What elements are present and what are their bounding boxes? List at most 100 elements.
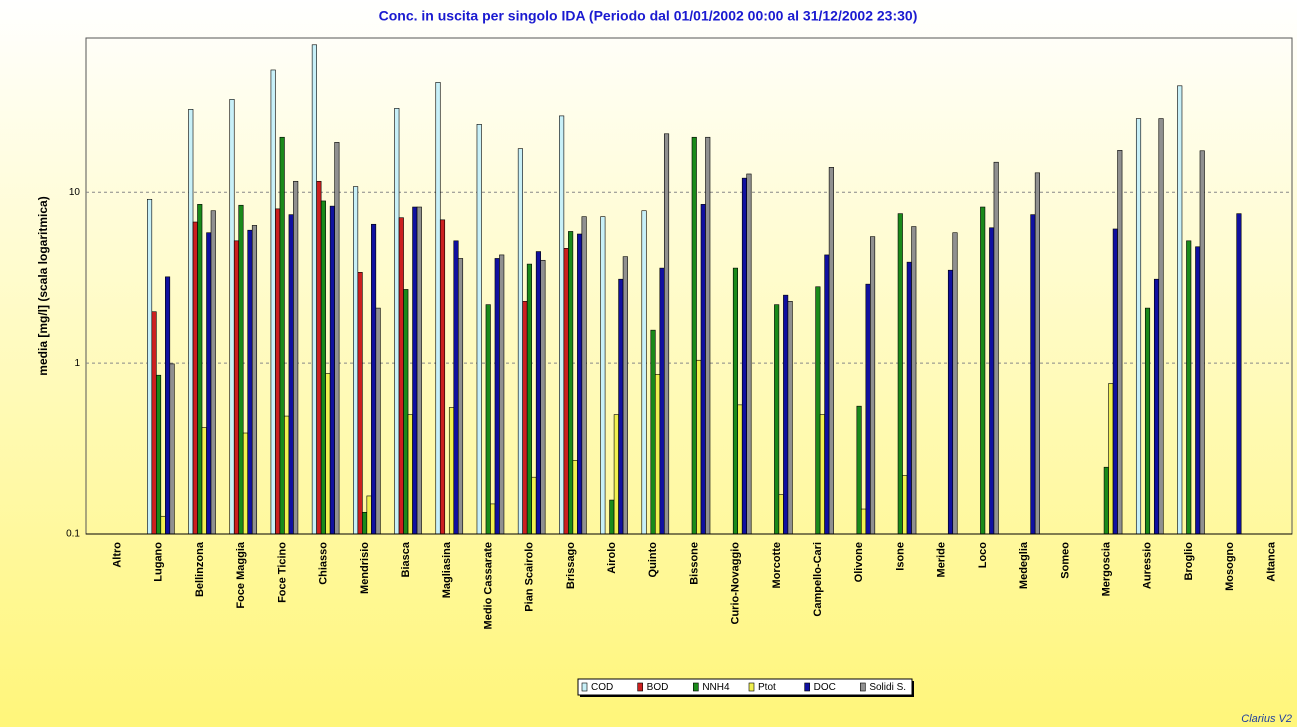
- bar: [311, 44, 317, 535]
- bar: [439, 219, 446, 535]
- x-tick-label: Medio Cassarate: [482, 542, 494, 629]
- bar: [1153, 278, 1160, 535]
- bar: [316, 180, 322, 535]
- y-tick-label: 0.1: [66, 529, 80, 540]
- legend-swatch: [748, 682, 755, 692]
- x-tick-label: Morcotte: [771, 542, 783, 588]
- legend-label: Solidi S.: [869, 682, 906, 693]
- bar: [407, 414, 413, 535]
- bar: [293, 180, 299, 535]
- bar: [618, 278, 624, 535]
- bar: [334, 142, 340, 535]
- bar: [861, 508, 867, 535]
- bar: [778, 494, 784, 535]
- bar: [476, 124, 482, 535]
- legend-label: BOD: [647, 682, 669, 693]
- legend-swatch: [581, 682, 588, 692]
- bar: [1108, 383, 1114, 535]
- legend-swatch: [693, 682, 699, 692]
- x-tick-label: Foce Ticino: [276, 542, 288, 603]
- x-tick-label: Bissone: [688, 542, 700, 585]
- y-tick-label: 1: [74, 358, 80, 369]
- bar: [609, 499, 615, 535]
- bar: [490, 503, 496, 535]
- bar: [1186, 240, 1192, 535]
- bar: [375, 307, 381, 535]
- bar: [774, 304, 780, 535]
- x-tick-label: Auressio: [1142, 542, 1154, 589]
- bar: [251, 225, 258, 535]
- bar: [906, 261, 912, 535]
- x-tick-label: Brissago: [565, 542, 577, 589]
- x-tick-label: Pian Scairolo: [524, 542, 536, 612]
- bar: [494, 258, 500, 535]
- bar: [242, 432, 249, 535]
- bar: [865, 283, 871, 535]
- bar: [902, 475, 908, 535]
- bar: [568, 231, 574, 535]
- bar: [622, 256, 628, 535]
- bar: [206, 232, 212, 535]
- x-tick-label: Mosogno: [1224, 542, 1236, 591]
- bar: [572, 460, 578, 535]
- bar: [1236, 213, 1242, 535]
- bar: [980, 206, 986, 535]
- bar: [229, 99, 235, 535]
- bar: [650, 329, 656, 535]
- bar: [169, 363, 175, 535]
- bar: [275, 208, 281, 535]
- bar: [517, 148, 523, 535]
- bar: [600, 216, 606, 535]
- bar: [654, 374, 661, 535]
- bar: [952, 232, 958, 535]
- bar: [897, 213, 903, 535]
- bar: [563, 248, 569, 535]
- bar: [1177, 85, 1183, 535]
- bar: [320, 200, 326, 535]
- bar: [783, 294, 789, 535]
- bar: [412, 206, 418, 535]
- bar: [819, 414, 825, 535]
- bar: [1034, 172, 1040, 535]
- legend-swatch: [860, 682, 866, 692]
- bar: [947, 269, 954, 535]
- x-tick-label: Medeglia: [1018, 541, 1030, 589]
- bar: [1117, 150, 1123, 535]
- legend-label: NNH4: [702, 682, 730, 693]
- bar: [151, 311, 157, 535]
- bar: [1030, 214, 1036, 535]
- bar: [371, 223, 377, 535]
- bar: [691, 136, 697, 535]
- x-tick-label: Broglio: [1183, 542, 1195, 581]
- bar: [828, 167, 834, 535]
- x-tick-label: Foce Maggia: [235, 541, 247, 609]
- bar: [270, 69, 276, 535]
- bar: [353, 186, 359, 535]
- bar: [147, 198, 153, 535]
- bar: [856, 405, 862, 535]
- annotation: Clarius V2: [1241, 713, 1292, 725]
- x-tick-label: Lugano: [153, 542, 165, 582]
- x-tick-label: Olivone: [853, 542, 865, 582]
- bar: [457, 258, 464, 535]
- legend-label: DOC: [814, 682, 836, 693]
- bar: [416, 206, 422, 535]
- bar: [325, 373, 331, 535]
- bar: [663, 133, 670, 535]
- bar: [993, 161, 999, 535]
- bar: [700, 204, 706, 535]
- bar: [197, 204, 203, 535]
- x-tick-label: Bellinzona: [194, 541, 206, 597]
- y-tick-label: 10: [69, 187, 81, 198]
- bar: [192, 221, 198, 535]
- bar: [288, 214, 294, 535]
- x-tick-label: Altro: [112, 542, 124, 568]
- bar: [535, 251, 541, 535]
- bar: [201, 427, 207, 535]
- bar: [696, 359, 702, 535]
- y-axis-label: media [mg/l] (scala logaritmica): [36, 196, 50, 375]
- legend-label: COD: [591, 682, 613, 693]
- bar: [522, 301, 528, 535]
- bar: [233, 240, 240, 535]
